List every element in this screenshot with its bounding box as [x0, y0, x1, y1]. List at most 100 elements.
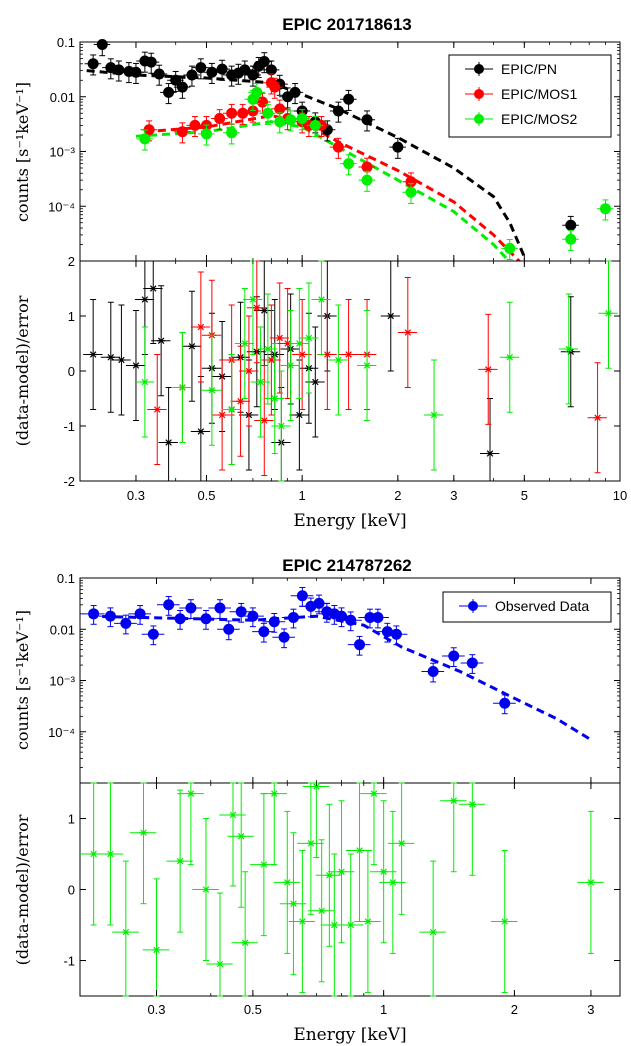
residual-point [206, 892, 233, 997]
data-point [271, 112, 288, 134]
data-point [197, 124, 215, 146]
data-point [255, 52, 273, 74]
data-point [329, 137, 347, 159]
residual-point [379, 810, 406, 954]
residual-point [338, 299, 358, 410]
data-point [208, 599, 231, 619]
chart-1-legend: EPIC/PN EPIC/MOS1 EPIC/MOS2 [448, 54, 612, 138]
chart-2-bottom-ticks: 1 0 -1 [63, 812, 620, 969]
data-point [366, 608, 389, 629]
residual-point [192, 818, 219, 961]
x-tick-label: 10 [613, 488, 627, 503]
residual-point [327, 800, 355, 944]
residual-point [305, 326, 325, 438]
legend-entry: EPIC/MOS2 [465, 111, 577, 127]
data-point [229, 602, 253, 623]
x-tick-label: 3 [587, 1002, 594, 1017]
residual-point [587, 362, 607, 474]
residual-point [181, 290, 202, 402]
data-point [293, 109, 311, 131]
data-point [281, 608, 305, 629]
x-tick-label: 0.3 [147, 1002, 165, 1017]
chart-1-x-tick-labels: 0.3 0.5 1 2 3 5 10 [127, 42, 627, 503]
chart-2-bottom-panel: 1 0 -1 (data-model)/error [13, 782, 621, 997]
residual-point [190, 376, 211, 482]
chart-2-bottom-ylabel: (data-model)/error [13, 814, 32, 965]
x-tick-label: 5 [521, 488, 528, 503]
residual-point [234, 288, 255, 399]
residual-point [289, 288, 309, 399]
residual-point [491, 849, 518, 993]
residual-point [288, 849, 316, 993]
data-point [252, 622, 275, 643]
x-tick-label: 1 [380, 1002, 387, 1017]
residual-point [143, 260, 163, 344]
chart-1-top-ylabel: counts [s⁻¹keV⁻¹] [13, 82, 32, 222]
data-point [179, 599, 202, 619]
residual-point [227, 782, 254, 908]
chart-2-bottom-frame [79, 782, 621, 997]
residual-point [100, 301, 121, 413]
chart-1-top-ticks: 0.1 0.01 10⁻³ 10⁻⁴ [48, 35, 620, 245]
residual-point [261, 304, 281, 416]
data-point [156, 596, 180, 616]
legend-label: EPIC/PN [501, 61, 557, 77]
residual-point [231, 871, 258, 997]
data-point [493, 694, 516, 715]
residual-point [558, 293, 579, 405]
residual-point [96, 782, 124, 926]
data-point [306, 116, 324, 138]
chart-1-bottom-ticks: 2 1 0 -1 -2 [63, 254, 620, 489]
residual-point [320, 853, 348, 997]
legend-label: EPIC/MOS2 [501, 111, 577, 127]
data-point [127, 62, 145, 84]
residual-point [112, 860, 139, 997]
chart-2-legend-items: Observed Data [459, 598, 589, 614]
residual-point [337, 853, 364, 997]
data-point [282, 110, 299, 132]
x-tick-label: 2 [394, 488, 401, 503]
residual-point [254, 365, 274, 476]
chart-2: EPIC 214787262 0.1 0.01 10⁻³ 10⁻⁴ counts [s… [13, 556, 621, 1045]
chart-1-legend-items: EPIC/PN EPIC/MOS1 EPIC/MOS2 [465, 61, 577, 127]
model-curve [135, 120, 511, 261]
chart-1-top-panel: 0.1 0.01 10⁻³ 10⁻⁴ counts [s⁻¹keV⁻¹] EPIC/P… [13, 35, 621, 262]
chart-2-xlabel: Energy [keV] [293, 1025, 406, 1045]
data-point [358, 110, 376, 132]
data-point [141, 625, 165, 646]
y-tick-label: -1 [63, 954, 75, 969]
data-point [102, 58, 119, 80]
residual-point [480, 398, 500, 482]
residual-point [212, 359, 232, 471]
residual-point [280, 310, 300, 421]
residual-point [440, 782, 467, 873]
legend-entry: Observed Data [459, 598, 589, 614]
data-point [442, 647, 465, 668]
residual-point [134, 326, 155, 438]
y-tick-label: 0.01 [50, 90, 75, 105]
data-point [234, 103, 251, 125]
residual-point [242, 260, 263, 355]
data-point [168, 610, 192, 630]
residual-point [254, 260, 274, 366]
legend-entry: EPIC/MOS1 [465, 86, 577, 102]
residual-point [273, 810, 301, 954]
residual-point [302, 782, 330, 859]
chart-2-x-tick-labels: 0.3 0.5 1 2 3 [147, 578, 595, 1017]
data-point [501, 239, 518, 261]
x-tick-label: 0.5 [197, 488, 215, 503]
chart-2-legend: Observed Data [442, 591, 612, 623]
chart-2-top-marks [81, 587, 516, 715]
y-tick-label: 0 [68, 364, 75, 379]
data-point [329, 101, 347, 123]
residual-point [277, 288, 297, 399]
y-tick-label: 1 [68, 812, 75, 827]
y-tick-label: -1 [63, 419, 75, 434]
data-point [329, 607, 353, 628]
residual-point [271, 370, 291, 482]
residual-point [201, 334, 222, 446]
residual-point [315, 803, 343, 947]
y-tick-label: 1 [68, 309, 75, 324]
residual-point [80, 782, 107, 926]
data-point [286, 83, 304, 105]
